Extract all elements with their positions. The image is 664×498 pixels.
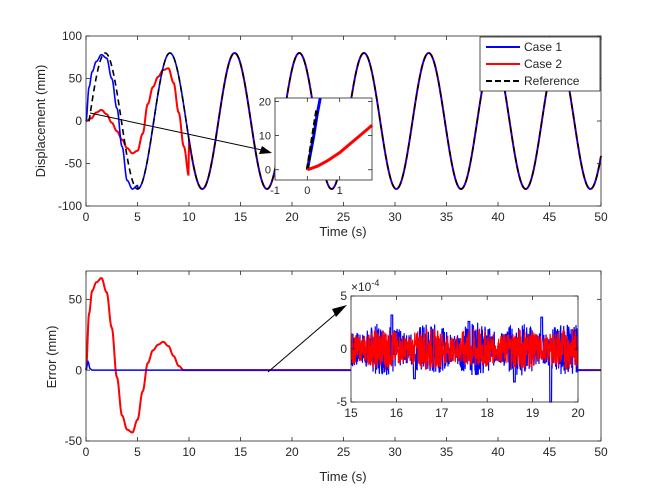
error-x-axis-label: Time (s) <box>319 469 366 484</box>
displacement-y-tick-label: 100 <box>62 29 82 43</box>
displacement-y-tick-label: 50 <box>69 72 83 86</box>
displacement-y-tick-label: -50 <box>65 157 83 171</box>
error-inset-x-tick-label: 17 <box>435 406 449 420</box>
displacement-x-ticks: 0 5 10 15 20 25 30 35 40 45 50 <box>83 36 608 224</box>
displacement-inset-y-tick-label: 20 <box>259 96 271 108</box>
legend-label: Case 1 <box>524 40 562 54</box>
error-inset-x-tick-label: 20 <box>571 406 585 420</box>
error-inset-x-tick-label: 18 <box>481 406 495 420</box>
error-zoom-arrowhead <box>332 305 347 317</box>
error-inset-multiplier: ×10-4 <box>351 278 379 294</box>
error-y-tick-label: 0 <box>75 363 82 377</box>
legend-label: Reference <box>524 74 580 88</box>
legend: Case 1 Case 2 Reference <box>479 36 601 92</box>
displacement-inset-x-tick-label: 0 <box>304 185 310 197</box>
error-x-tick-label: 50 <box>594 445 608 459</box>
error-x-tick-label: 30 <box>388 445 402 459</box>
error-inset-case-2-noise <box>350 328 579 370</box>
displacement-x-axis-label: Time (s) <box>319 224 366 239</box>
error-inset-x-tick-label: 16 <box>390 406 404 420</box>
error-x-tick-label: 45 <box>543 445 557 459</box>
displacement-inset-box <box>274 97 373 181</box>
error-x-tick-label: 20 <box>285 445 299 459</box>
displacement-x-tick-label: 0 <box>83 210 90 224</box>
inset-case-2-line <box>306 124 373 172</box>
displacement-inset-x-tick-label: 1 <box>337 185 343 197</box>
error-x-tick-label: 5 <box>134 445 141 459</box>
displacement-inset-series <box>305 97 373 172</box>
displacement-y-tick-label: 0 <box>75 114 82 128</box>
displacement-x-tick-label: 5 <box>134 210 141 224</box>
displacement-inset-x-tick-label: -1 <box>270 185 280 197</box>
displacement-inset-y-tick-label: 0 <box>265 165 271 177</box>
reference-line <box>88 52 602 190</box>
displacement-x-tick-label: 25 <box>337 210 351 224</box>
inset-reference-line <box>305 108 319 170</box>
error-inset-x-tick-label: 15 <box>344 406 358 420</box>
displacement-zoom-arrowhead <box>259 146 272 154</box>
error-y-axis-label: Error (mm) <box>44 326 59 389</box>
displacement-x-tick-label: 35 <box>440 210 454 224</box>
displacement-x-tick-label: 40 <box>491 210 505 224</box>
error-inset: 15 16 17 18 19 20 -5 0 5 ×10-4 <box>336 278 585 420</box>
error-x-tick-label: 40 <box>491 445 505 459</box>
error-x-tick-label: 10 <box>182 445 196 459</box>
error-inset-y-tick-label: 0 <box>340 342 347 356</box>
error-x-tick-label: 35 <box>440 445 454 459</box>
displacement-inset-y-ticks: 0 10 20 <box>259 96 372 177</box>
error-inset-x-tick-label: 19 <box>526 406 540 420</box>
error-x-tick-label: 0 <box>83 445 90 459</box>
displacement-zoom-arrow <box>89 112 263 151</box>
error-inset-x-ticks: 15 16 17 18 19 20 <box>344 296 585 420</box>
displacement-x-tick-label: 50 <box>594 210 608 224</box>
error-y-tick-label: -50 <box>65 434 83 448</box>
error-inset-y-tick-label: -5 <box>336 395 347 409</box>
displacement-inset: -1 0 1 0 10 20 <box>259 96 373 197</box>
displacement-x-tick-label: 20 <box>285 210 299 224</box>
displacement-x-tick-label: 30 <box>388 210 402 224</box>
displacement-y-tick-label: -100 <box>58 199 82 213</box>
error-x-tick-label: 25 <box>337 445 351 459</box>
displacement-x-tick-label: 45 <box>543 210 557 224</box>
displacement-inset-y-tick-label: 10 <box>259 130 271 142</box>
displacement-x-tick-label: 15 <box>234 210 248 224</box>
error-x-ticks: 0 5 10 15 20 25 30 35 40 45 50 <box>83 271 608 459</box>
error-x-tick-label: 15 <box>234 445 248 459</box>
legend-label: Case 2 <box>524 57 562 71</box>
error-y-tick-label: 50 <box>69 293 83 307</box>
error-inset-y-ticks: -5 0 5 <box>336 289 578 409</box>
error-zoom-arrow <box>267 311 339 373</box>
error-inset-y-tick-label: 5 <box>340 289 347 303</box>
displacement-inset-x-ticks: -1 0 1 <box>270 98 343 197</box>
displacement-x-tick-label: 10 <box>182 210 196 224</box>
displacement-y-axis-label: Displacement (mm) <box>33 65 48 178</box>
error-inset-series <box>350 314 579 403</box>
